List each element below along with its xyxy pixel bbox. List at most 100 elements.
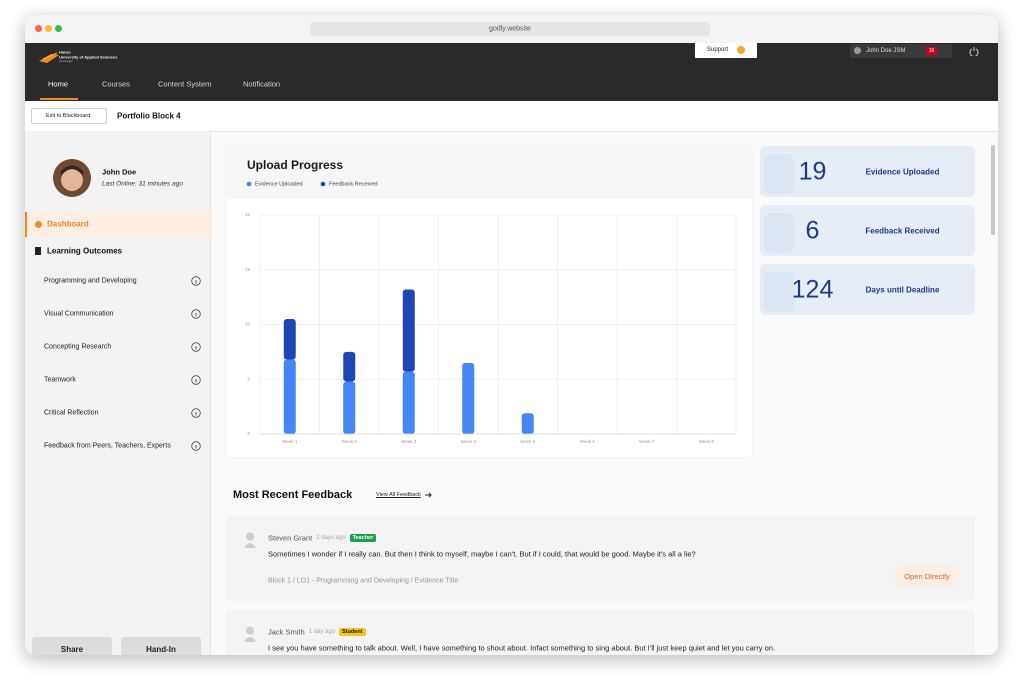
y-tick-label: 20 [245,212,251,217]
info-circle [191,441,201,451]
info-circle [191,276,201,286]
stat-label: Evidence Uploaded [865,167,940,177]
stat-value: 6 [805,216,820,245]
feedback-card: Jack Smith 1 day ago Student I see you have… [226,610,975,655]
bar-segment [343,351,356,382]
outcome-item[interactable]: Teamwork [44,376,76,384]
feedback-text: I see you have something to talk about. … [268,643,776,653]
feedback-avatar [244,626,256,642]
x-tick-label: Week 8 [699,439,715,444]
bar-segment [283,319,296,360]
close-button[interactable] [35,25,42,32]
chart-header [226,147,752,199]
user-menu[interactable]: John Doe JSM 16 [850,44,952,58]
nav-item[interactable]: Notification [243,79,281,89]
outcome-item[interactable]: Feedback from Peers, Teachers, Experts [44,442,171,450]
outcomes-icon [35,247,41,255]
browser-window: godly.website Hanze University of Applie… [25,15,998,655]
stat-watermark [764,272,794,312]
avatar-body [244,543,256,548]
bar-segment [521,413,534,434]
feedback-card: Steven Grant 2 days ago Teacher Sometimes I… [226,516,975,601]
notification-badge: 16 [926,47,937,55]
outcome-item[interactable]: Visual Communication [44,310,114,318]
top-nav: Hanze University of Applied Sciences Gro… [25,43,998,101]
dashboard-link[interactable]: Dashboard [25,212,212,237]
outcome-item[interactable]: Critical Reflection [44,409,99,417]
address-bar[interactable]: godly.website [310,22,710,36]
legend-swatch [320,181,326,187]
hand-in-button[interactable]: Hand-In [121,637,201,655]
logo-text: Hanze [59,49,71,55]
nav-active-indicator [40,98,78,100]
role-badge: Teacher [349,534,377,542]
minimize-button[interactable] [45,25,52,32]
support-button[interactable]: Support [695,43,757,58]
nav-item[interactable]: Content System [158,79,212,89]
view-all-link[interactable]: View All Feedback [376,492,421,498]
exit-label: Exit to Blackboard [46,113,91,119]
scrollbar [991,145,995,235]
stat-value: 124 [791,275,834,304]
y-tick-label: 10 [245,322,251,327]
dashboard-label: Dashboard [47,219,89,229]
zoom-button[interactable] [55,25,62,32]
feedback-time: 2 days ago [316,535,346,541]
x-tick-label: Week 3 [401,439,417,444]
share-button[interactable]: Share [32,637,112,655]
feedback-title: Most Recent Feedback [233,489,353,501]
chart-card: Upload Progress Evidence Uploaded Feedbac… [226,147,752,457]
stat-value: 19 [798,157,827,186]
bar-segment [402,371,415,434]
open-button[interactable]: Open Directly [895,566,959,586]
avatar-head [246,626,254,635]
legend-label: Evidence Uploaded [255,181,303,187]
user-name: John Doe JSM [866,48,906,54]
feedback-author: Jack Smith [268,627,305,637]
last-online: Last Online: 31 minutes ago [102,180,183,188]
info-icon [191,309,201,319]
stat-card: 19 Evidence Uploaded [760,146,975,197]
legend-swatch [246,181,252,187]
outcome-item[interactable]: Concepting Research [44,343,112,351]
support-label: Support [707,47,729,53]
x-tick-label: Week 5 [520,439,536,444]
outcomes-title: Learning Outcomes [47,246,123,256]
browser-toolbar: godly.website [25,15,998,44]
stat-card: 124 Days until Deadline [760,264,975,315]
bar-segment [343,381,356,434]
info-icon [191,276,201,286]
stat-label: Feedback Received [865,226,940,236]
feedback-text: Sometimes I wonder if I really can. But … [268,549,696,559]
bar-segment [462,362,475,434]
info-icon [191,408,201,418]
bar-segment [283,359,296,434]
info-circle [191,408,201,418]
x-tick-label: Week 2 [342,439,358,444]
info-icon [191,375,201,385]
nav-item[interactable]: Courses [102,79,130,89]
stat-watermark [764,154,794,194]
power-icon[interactable] [969,46,979,56]
page-title: Portfolio Block 4 [117,111,181,121]
avatar [53,159,91,197]
legend-label: Feedback Received [329,181,378,187]
stat-label: Days until Deadline [865,285,940,295]
outcome-item[interactable]: Programming and Developing [44,277,137,285]
avatar-head [246,532,254,541]
info-circle [191,309,201,319]
stat-watermark [764,213,794,253]
dashboard-icon [35,221,42,228]
arrow-icon [425,492,432,498]
bar-segment [402,289,415,372]
logo-text: Groningen [59,59,74,63]
y-tick-label: 5 [247,376,250,381]
feedback-author: Steven Grant [268,533,313,543]
logo-mark [39,52,59,63]
nav-item[interactable]: Home [48,79,69,89]
sub-header: Exit to Blackboard Portfolio Block 4 [25,101,998,132]
logo-text: University of Applied Sciences [59,54,118,60]
exit-button[interactable]: Exit to Blackboard [31,108,107,124]
breadcrumb: Block 1 / LO1 - Programming and Developi… [268,577,459,585]
